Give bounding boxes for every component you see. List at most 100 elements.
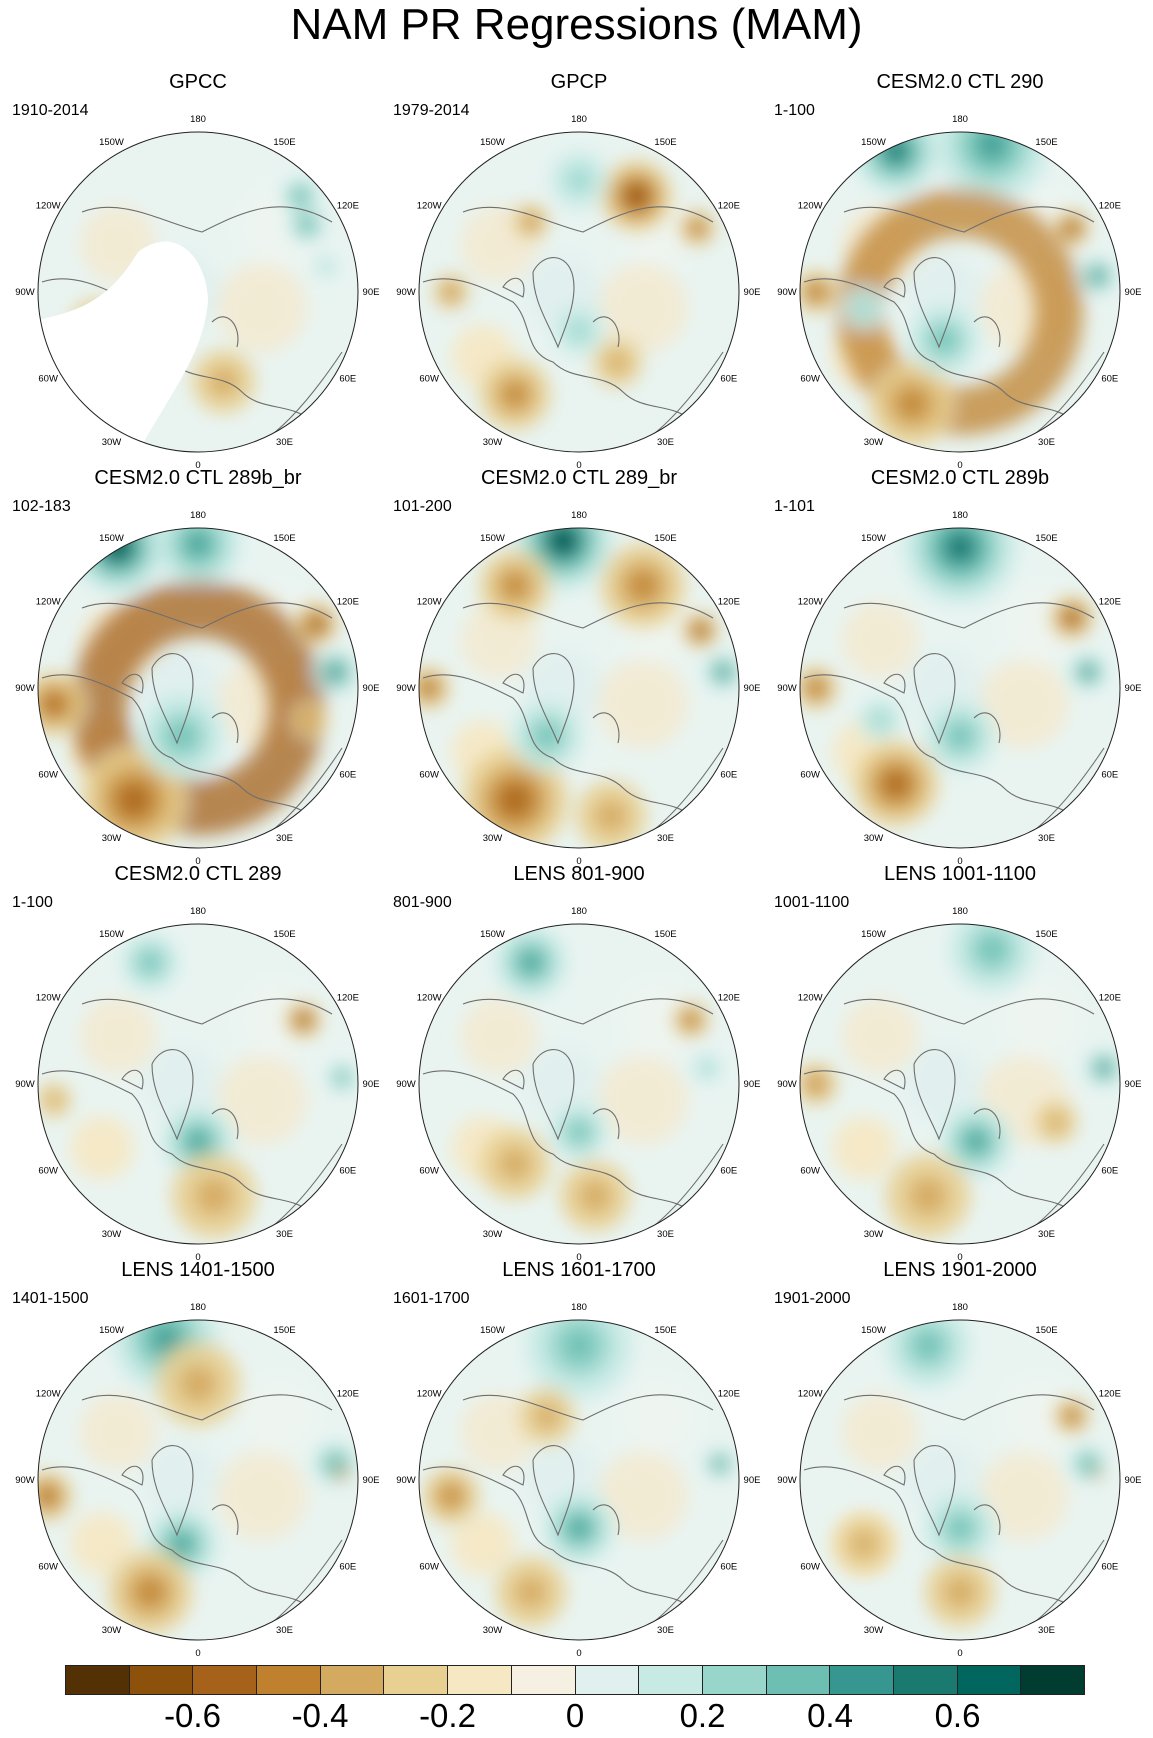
longitude-label: 60E [339,1166,356,1177]
longitude-label: 60W [419,1562,439,1573]
panel-title: LENS 1601-1700 [502,1259,656,1281]
colorbar-swatch [320,1666,385,1694]
longitude-label: 0 [195,856,200,866]
longitude-label: 90E [363,683,380,694]
polar-map: 180 150E 120E 90E 60E 30E 0 30W 60W 90W 120W 150W [15,1302,379,1658]
polar-map: 180 150E 120E 90E 60E 30E 0 30W 60W 90W 120W 150W [15,114,379,470]
colorbar-swatch [193,1666,258,1694]
longitude-label: 0 [957,856,962,866]
colorbar-swatch [766,1666,831,1694]
longitude-label: 120W [417,1389,442,1400]
longitude-label: 90W [777,683,797,694]
panel-title: LENS 1901-2000 [883,1259,1037,1281]
map-field [800,132,1120,452]
longitude-label: 150E [1035,929,1057,940]
longitude-label: 150W [480,137,505,148]
longitude-label: 60E [339,374,356,385]
longitude-label: 150W [861,1325,886,1336]
colorbar-swatch [639,1666,703,1694]
longitude-label: 90W [15,1475,35,1486]
longitude-label: 60W [419,1166,439,1177]
longitude-label: 180 [571,114,587,125]
longitude-label: 90W [15,1079,35,1090]
panel-year-range: 101-200 [393,498,452,515]
longitude-label: 60E [720,374,737,385]
colorbar-swatch [384,1666,449,1694]
longitude-label: 120E [718,597,740,608]
longitude-label: 0 [195,1252,200,1262]
map-field [800,924,1120,1244]
longitude-label: 90W [15,683,35,694]
longitude-label: 60E [720,1166,737,1177]
longitude-label: 120E [337,597,359,608]
longitude-label: 150E [654,533,676,544]
longitude-label: 30E [657,1229,674,1240]
longitude-label: 30W [102,1625,122,1636]
longitude-label: 120W [798,201,823,212]
longitude-label: 90E [1125,1079,1142,1090]
colorbar-tick-label: -0.4 [291,1697,349,1734]
longitude-label: 120W [798,1389,823,1400]
map-field [419,528,739,848]
longitude-label: 120W [417,993,442,1004]
longitude-label: 60W [38,1562,58,1573]
longitude-label: 30E [1038,833,1055,844]
polar-map: 180 150E 120E 90E 60E 30E 0 30W 60W 90W 120W 150W [396,906,761,1262]
longitude-label: 30E [1038,1625,1055,1636]
map-panel: GPCC 1910-2014 180 150E 120E 90E 60E 30E 0 30W 60W… [12,70,384,470]
map-field [419,132,739,452]
longitude-label: 150W [480,1325,505,1336]
colorbar-swatch [1021,1666,1084,1694]
longitude-label: 150W [99,533,124,544]
polar-map: 180 150E 120E 90E 60E 30E 0 30W 60W 90W 120W 150W [15,906,380,1262]
map-panel: CESM2.0 CTL 289b_br 102-183 180 150E 120E 90E… [12,466,384,866]
longitude-label: 0 [576,856,581,866]
longitude-label: 150W [480,929,505,940]
longitude-label: 90W [396,683,416,694]
longitude-label: 120E [718,1389,740,1400]
colorbar-swatch [893,1666,958,1694]
colorbar-swatch [66,1666,130,1694]
panel-year-range: 1001-1100 [774,894,850,911]
longitude-label: 30E [657,437,674,448]
longitude-label: 150E [1035,1325,1057,1336]
panel-title: CESM2.0 CTL 290 [876,71,1044,93]
longitude-label: 0 [957,1252,962,1262]
colorbar-swatch [257,1666,321,1694]
longitude-label: 0 [576,1252,581,1262]
map-field [419,1320,739,1640]
polar-map: 180 150E 120E 90E 60E 30E 0 30W 60W 90W 120W 150W [777,114,1141,470]
longitude-label: 90W [396,287,416,298]
polar-map: 180 150E 120E 90E 60E 30E 0 30W 60W 90W 120W 150W [396,510,760,866]
longitude-label: 180 [190,114,206,125]
map-field [38,528,358,848]
longitude-label: 150E [273,533,295,544]
longitude-label: 120W [798,993,823,1004]
longitude-label: 150E [1035,137,1057,148]
longitude-label: 180 [952,510,968,521]
panel-year-range: 1401-1500 [12,1290,89,1307]
longitude-label: 120E [1099,201,1121,212]
longitude-label: 180 [952,906,968,917]
longitude-label: 0 [195,1648,200,1658]
longitude-label: 60W [800,374,820,385]
longitude-label: 90E [744,287,761,298]
map-field [38,924,358,1244]
longitude-label: 90E [363,1079,380,1090]
longitude-label: 60W [38,1166,58,1177]
polar-map: 180 150E 120E 90E 60E 30E 0 30W 60W 90W 120W 150W [777,1302,1141,1658]
colorbar-swatch [702,1666,767,1694]
longitude-label: 0 [195,460,200,470]
longitude-label: 60W [800,770,820,781]
map-field [800,1320,1120,1640]
colorbar-swatch [448,1666,512,1694]
longitude-label: 120E [1099,993,1121,1004]
longitude-label: 150E [654,929,676,940]
polar-map: 180 150E 120E 90E 60E 30E 0 30W 60W 90W 120W 150W [396,1302,760,1658]
longitude-label: 30W [483,833,503,844]
longitude-label: 90W [777,287,797,298]
longitude-label: 120W [36,201,61,212]
panel-title: GPCP [550,71,608,93]
longitude-label: 90E [744,1079,761,1090]
longitude-label: 150W [99,137,124,148]
